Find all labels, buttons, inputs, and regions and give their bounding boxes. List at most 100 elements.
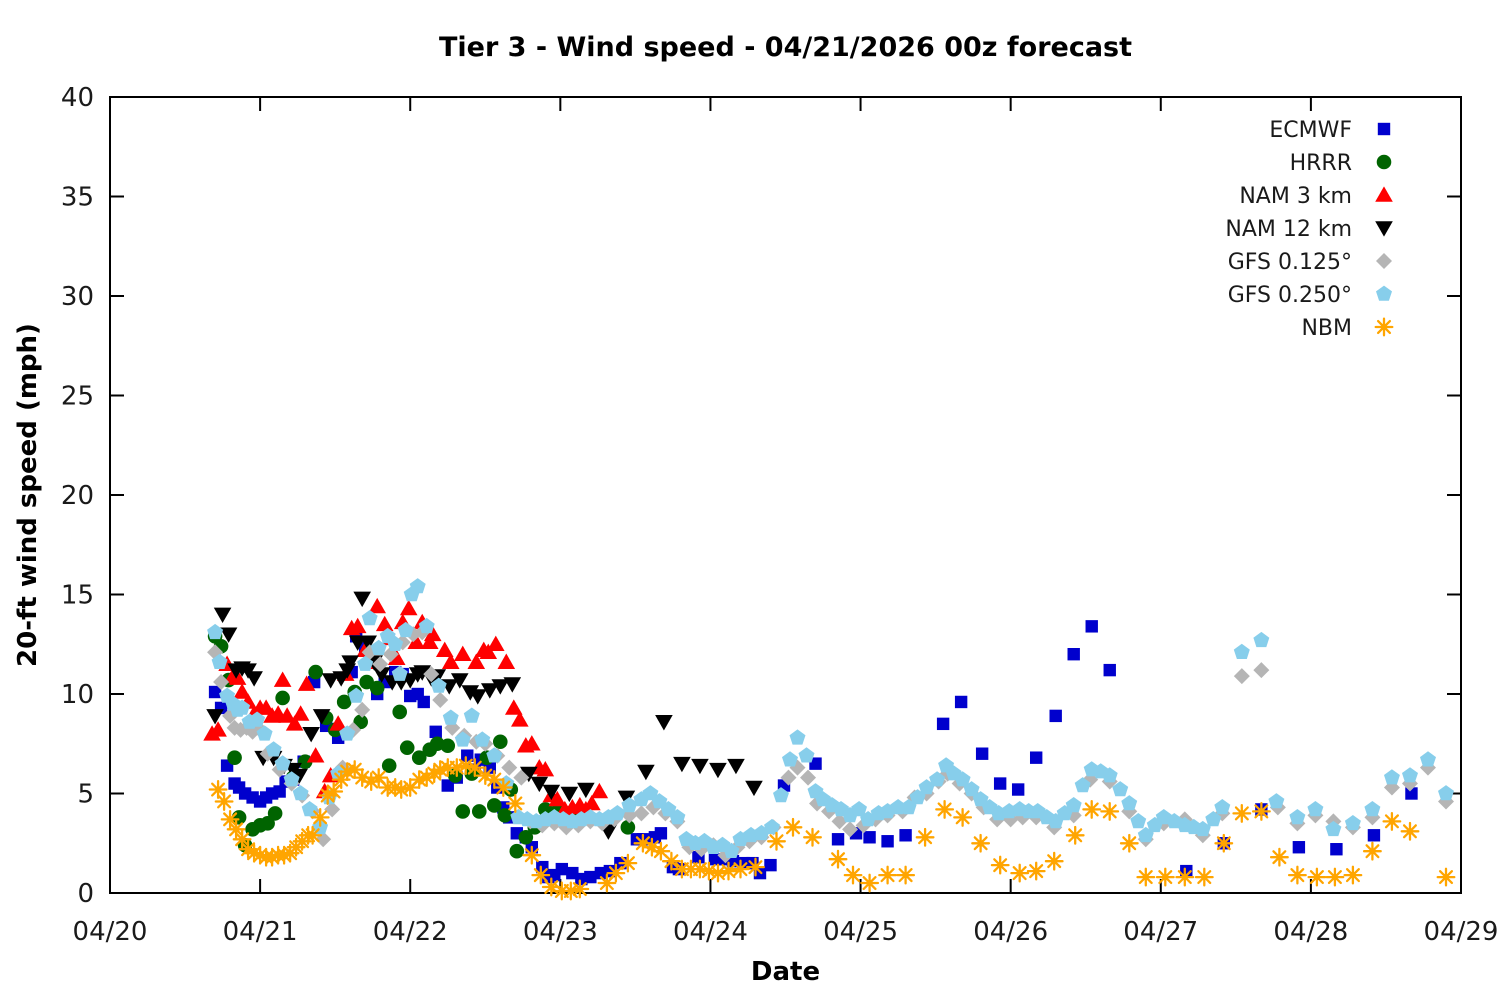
square-marker	[429, 725, 442, 739]
triangle-down-marker	[413, 665, 432, 681]
triangle-down-marker	[530, 776, 549, 793]
asterisk-marker	[1232, 803, 1252, 823]
triangle-down-marker	[655, 715, 673, 731]
triangle-up-marker	[548, 790, 567, 807]
triangle-down-marker	[206, 709, 224, 725]
triangle-up-marker	[441, 653, 460, 669]
pentagon-marker	[283, 771, 300, 787]
triangle-up-marker	[407, 633, 426, 650]
pentagon-marker	[1233, 643, 1250, 659]
asterisk-marker	[708, 863, 728, 883]
asterisk-marker	[1065, 825, 1085, 845]
square-marker	[764, 858, 777, 872]
diamond-marker	[1253, 662, 1270, 679]
triangle-down-marker	[617, 790, 636, 807]
asterisk-marker	[953, 807, 973, 827]
pentagon-marker	[463, 707, 480, 723]
x-tick-label: 04/20	[73, 917, 148, 947]
triangle-down-marker	[577, 782, 595, 799]
asterisk-marker	[990, 855, 1010, 875]
pentagon-marker	[651, 793, 668, 809]
circle-marker	[267, 806, 283, 821]
triangle-up-marker	[329, 715, 347, 731]
pentagon-marker	[782, 751, 798, 767]
diamond-marker	[432, 691, 449, 708]
x-tick-label: 04/26	[973, 917, 1048, 947]
asterisk-marker	[214, 792, 234, 811]
pentagon-marker	[972, 791, 989, 807]
triangle-up-marker	[375, 615, 394, 632]
square-marker	[1011, 783, 1025, 796]
triangle-down-marker	[245, 671, 263, 687]
asterisk-marker	[1287, 865, 1307, 885]
pentagon-marker	[357, 655, 374, 671]
pentagon-marker	[454, 731, 471, 747]
legend-label-nam-3-km: NAM 3 km	[1239, 184, 1352, 209]
triangle-up-marker	[504, 699, 523, 715]
pentagon-marker	[1065, 797, 1082, 813]
x-axis-label: Date	[751, 957, 820, 987]
square-marker	[899, 829, 912, 842]
pentagon-marker	[1420, 751, 1436, 767]
asterisk-marker	[828, 849, 848, 869]
pentagon-marker	[1307, 801, 1324, 817]
asterisk-marker	[280, 843, 300, 863]
asterisk-marker	[803, 827, 822, 847]
triangle-down-marker	[321, 673, 340, 689]
square-marker	[881, 835, 894, 848]
triangle-up-marker	[278, 707, 296, 723]
pentagon-marker	[234, 699, 251, 715]
triangle-up-marker	[273, 671, 292, 687]
diamond-marker	[513, 769, 530, 786]
asterisk-marker	[570, 879, 590, 899]
triangle-down-marker	[450, 673, 469, 689]
asterisk-marker	[878, 865, 898, 885]
square-marker	[1067, 648, 1080, 661]
triangle-down-marker	[353, 591, 371, 608]
triangle-down-marker	[560, 786, 579, 803]
triangle-up-marker	[511, 711, 529, 727]
y-tick-label: 20	[61, 481, 94, 511]
triangle-down-marker	[480, 683, 499, 699]
asterisk-marker	[531, 865, 551, 885]
asterisk-marker	[1194, 867, 1214, 887]
diamond-marker	[213, 674, 230, 691]
circle-marker	[620, 820, 636, 835]
diamond-marker	[1376, 253, 1392, 269]
asterisk-marker	[1400, 821, 1420, 841]
asterisk-marker	[1044, 851, 1064, 871]
square-marker	[1292, 841, 1306, 854]
pentagon-marker	[609, 805, 626, 821]
triangle-up-marker	[228, 669, 247, 685]
pentagon-marker	[1402, 767, 1418, 783]
pentagon-marker	[1384, 769, 1400, 785]
asterisk-marker	[783, 817, 803, 837]
pentagon-marker	[1205, 811, 1222, 827]
triangle-down-marker	[637, 764, 655, 781]
legend-label-gfs-0-125-: GFS 0.125°	[1228, 250, 1352, 275]
circle-marker	[440, 738, 456, 754]
pentagon-marker	[1074, 777, 1091, 793]
asterisk-marker	[1026, 861, 1046, 881]
y-axis-label: 20-ft wind speed (mph)	[13, 323, 43, 667]
pentagon-marker	[274, 755, 291, 771]
legend-label-gfs-0-250-: GFS 0.250°	[1228, 283, 1352, 308]
pentagon-marker	[348, 687, 365, 703]
square-marker	[1405, 787, 1418, 800]
asterisk-marker	[1374, 317, 1394, 337]
asterisk-marker	[651, 841, 671, 861]
circle-marker	[471, 804, 487, 819]
triangle-up-marker	[583, 794, 601, 811]
y-tick-label: 35	[61, 183, 94, 213]
circle-marker	[369, 680, 385, 696]
legend-label-nbm: NBM	[1301, 316, 1352, 341]
triangle-up-marker	[536, 761, 555, 777]
triangle-down-marker	[468, 689, 487, 705]
pentagon-marker	[207, 623, 224, 640]
asterisk-marker	[896, 865, 916, 885]
pentagon-marker	[1268, 793, 1285, 809]
pentagon-marker	[918, 779, 935, 795]
asterisk-marker	[331, 770, 351, 790]
